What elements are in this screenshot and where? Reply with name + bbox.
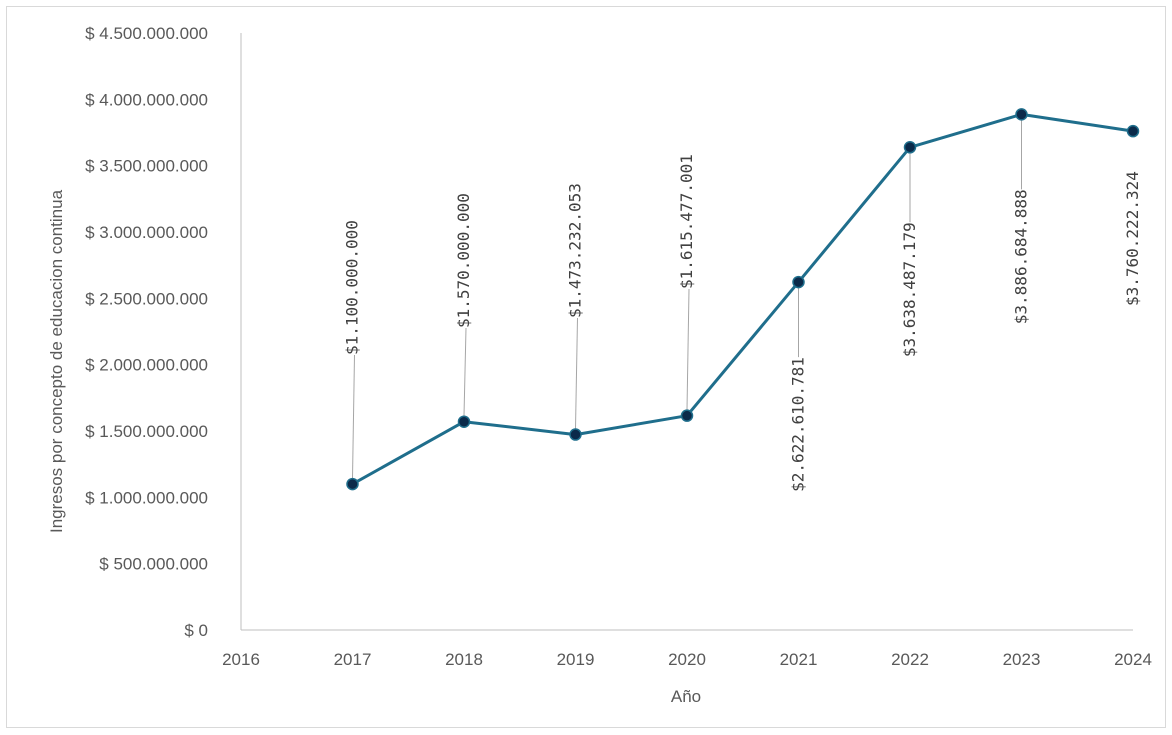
x-tick-label: 2024 (1114, 650, 1152, 669)
leader-line (575, 317, 578, 429)
x-tick-label: 2018 (445, 650, 483, 669)
y-tick-label: $ 1.500.000.000 (85, 422, 208, 441)
x-tick-label: 2020 (668, 650, 706, 669)
data-label: $3.638.487.179 (900, 222, 919, 357)
y-tick-label: $ 4.500.000.000 (85, 24, 208, 43)
x-tick-label: 2022 (891, 650, 929, 669)
y-tick-label: $ 500.000.000 (99, 555, 208, 574)
y-tick-label: $ 4.000.000.000 (85, 90, 208, 109)
data-point (569, 428, 582, 441)
data-point (680, 409, 694, 422)
data-point (792, 275, 805, 289)
x-tick-label: 2017 (334, 650, 372, 669)
data-labels: $1.100.000.000 $1.570.000.000 $1.473.232.0… (343, 154, 1143, 492)
x-tick-label: 2021 (780, 650, 818, 669)
y-axis-title: Ingresos por concepto de educacion conti… (47, 189, 66, 533)
data-point (1126, 124, 1140, 138)
data-label-leaders (352, 120, 1022, 479)
series-markers (346, 108, 1140, 491)
chart-frame (6, 6, 1166, 728)
y-tick-label: $ 0 (184, 621, 208, 640)
x-tick-label: 2019 (557, 650, 595, 669)
y-tick-label: $ 2.000.000.000 (85, 356, 208, 375)
data-point (346, 477, 359, 491)
y-tick-label: $ 3.000.000.000 (85, 223, 208, 242)
data-label: $2.622.610.781 (789, 357, 808, 492)
data-label: $1.100.000.000 (343, 220, 362, 355)
x-axis-ticks: 2016 2017 2018 2019 2020 2021 2022 2023 2024 (222, 650, 1152, 669)
data-point (1015, 108, 1028, 121)
x-tick-label: 2016 (222, 650, 260, 669)
data-label: $1.615.477.001 (677, 154, 696, 289)
data-label: $1.473.232.053 (566, 183, 585, 318)
data-label: $1.570.000.000 (454, 193, 473, 328)
data-label: $3.886.684.888 (1012, 189, 1031, 324)
data-point (457, 415, 471, 428)
data-point (903, 141, 917, 154)
series-line (351, 112, 1134, 486)
leader-line (463, 327, 467, 416)
y-tick-label: $ 3.500.000.000 (85, 157, 208, 176)
leader-line (352, 354, 355, 479)
x-axis-title: Año (671, 687, 701, 706)
leader-line (686, 288, 690, 410)
data-label: $3.760.222.324 (1123, 171, 1142, 306)
y-axis-ticks: $ 0 $ 500.000.000 $ 1.000.000.000 $ 1.500.0… (85, 24, 208, 640)
y-tick-label: $ 2.500.000.000 (85, 289, 208, 308)
y-tick-label: $ 1.000.000.000 (85, 488, 208, 507)
x-tick-label: 2023 (1003, 650, 1041, 669)
